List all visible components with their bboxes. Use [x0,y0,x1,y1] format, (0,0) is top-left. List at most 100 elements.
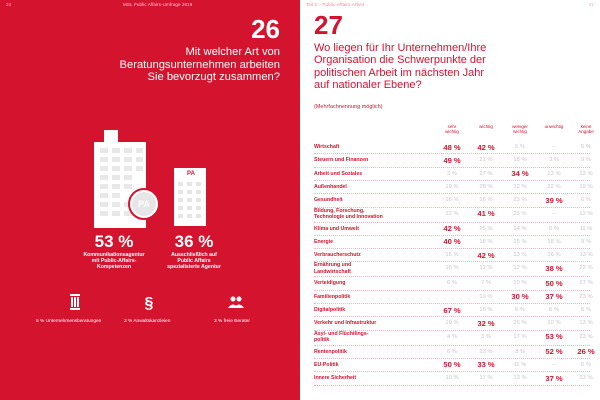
column-header-line: sehr [447,124,457,129]
row-divider [314,316,590,318]
row-label-line: Klima und Umwelt [314,225,359,232]
table-cell-col-very-important: 49 % [443,155,461,165]
table-cell-col-very-important: 50 % [443,360,461,370]
table-cell-col-unimportant: 37 % [545,292,563,302]
table-cell-col-unimportant: 39 % [545,195,563,205]
table-cell-col-very-important: 4 % [447,333,457,340]
building-illustration-large: PA [92,130,164,233]
table-cell-col-unimportant: 50 % [545,278,563,288]
row-label-line: Familienpolitik [314,293,351,300]
table-cell-col-important: 17 % [479,375,493,382]
table-cell-col-very-important: 16 % [445,252,459,259]
table-cell-col-important: 13 % [479,348,493,355]
question-line: politischen Arbeit im nächsten Jahr [314,66,484,79]
table-cell-col-very-important: 6 % [447,348,457,355]
row-divider [314,329,590,331]
right-page-number: 21 [588,2,594,7]
table-cell-col-important: 32 % [477,318,495,328]
table-cell-col-very-important: 67 % [443,305,461,315]
row-label: Rentenpolitik [314,349,347,355]
row-label-line: Technologie und Innovation [314,213,383,220]
table-cell-col-less-important: 30 % [511,292,529,302]
row-label: Außenhandel [314,184,347,190]
table-cell-col-less-important: 13 % [513,252,527,259]
row-divider [314,248,590,250]
table-cell-col-no-answer: 23 % [579,333,593,340]
stat-label-line: mit Public-Affairs- [91,258,137,265]
table-cell-col-no-answer: 13 % [579,320,593,327]
table-cell-col-no-answer: 19 % [579,183,593,190]
row-divider [314,261,590,263]
row-divider [314,179,590,181]
table-cell-col-very-important: 3 % [447,170,457,177]
stat-percent-specialized: 36 % [174,232,214,251]
column-header-col-less-important: weniger wichtig [505,124,535,134]
question-number-27: 27 [314,10,343,40]
question-line: Wo liegen für Ihr Unternehmen/Ihre [314,42,487,54]
building-illustration-small: PA [174,168,216,231]
table-cell-col-very-important: 42 % [443,224,461,233]
row-divider [314,276,590,278]
table-cell-col-important: 3 % [481,333,491,340]
table-cell-col-no-answer: 9 % [581,238,591,245]
stat-label-line: Kommunikationsagentur [83,252,145,258]
pa-label-small: PA [187,171,195,177]
table-cell-col-unimportant: – [552,361,556,368]
table-cell-col-important: 25 % [479,225,493,232]
table-cell-col-important: 41 % [477,209,495,218]
table-cell-col-very-important: 19 % [445,183,459,190]
left-page-number: 20 [6,2,12,7]
table-cell-col-no-answer: 23 % [579,375,593,382]
table-cell-col-unimportant: 13 % [547,170,561,177]
row-label: Klima und Umwelt [314,226,359,232]
table-cell-col-unimportant: 3 % [549,157,559,164]
table-cell-col-less-important: 5 % [515,144,525,150]
row-label-line: Wirtschaft [314,144,340,150]
table-cell-col-important: 18 % [479,238,493,245]
question-line: Organisation die Schwerpunkte der [314,54,486,67]
row-divider [314,166,590,168]
right-running-title: Teil 2 – Public-Affairs-Arbeit [306,2,365,7]
row-divider [314,371,590,373]
table-cell-col-unimportant: 22 % [547,183,561,190]
table-cell-col-important: 33 % [477,360,495,370]
label-freelancers: 3 % freie Berater [214,319,250,324]
table-cell-col-unimportant: – [552,210,556,217]
table-cell-col-no-answer: 23 % [579,170,593,177]
table-cell-col-unimportant: 18 % [547,238,561,245]
row-label: Verbraucherschutz [314,252,361,258]
table-cell-col-less-important: 10 % [513,280,527,287]
column-header-col-important: wichtig [471,124,501,129]
table-cell-col-very-important: 16 % [445,265,459,272]
row-divider [314,193,590,195]
table-cell-col-unimportant: 53 % [545,332,563,342]
row-label-line: Digitalpolitik [314,307,346,313]
table-cell-col-important: 15 % [479,307,493,313]
row-divider [314,153,590,155]
table-cell-col-less-important: 26 % [513,320,527,327]
column-header-line: wichtig [479,124,493,129]
row-label-line: EU-Politik [314,361,339,368]
table-cell-col-no-answer: 27 % [579,280,593,287]
stat-percent-agency: 53 % [94,232,134,251]
table-cell-col-unimportant: 6 % [549,307,559,313]
table-cell-col-very-important: 10 % [445,375,459,382]
row-label: Steuern und Finanzen [314,157,368,163]
row-label-line: Landwirtschaft [314,268,351,275]
people-icon [228,296,244,308]
column-header-line: keine [580,124,592,129]
stat-label-agency: Kommunikationsagentur mit Public-Affairs… [74,252,154,271]
row-label-line: Arbeit und Soziales [314,170,363,177]
column-header-line: wichtig [445,129,459,135]
row-divider [314,384,590,386]
row-label-line: Energie [314,238,334,245]
row-label-line: Innere Sicherheit [314,375,357,382]
table-cell-col-less-important: 6 % [515,307,525,313]
question-text-26: Mit welcher Art von Beratungsunternehmen… [20,46,280,84]
table-cell-col-no-answer: 6 % [581,307,591,313]
table-cell-col-unimportant: 37 % [545,373,563,383]
row-label: Familienpolitik [314,294,350,300]
row-label-line: Verkehr und Infrastruktur [314,320,377,327]
table-cell-col-no-answer: 11 % [579,225,593,232]
